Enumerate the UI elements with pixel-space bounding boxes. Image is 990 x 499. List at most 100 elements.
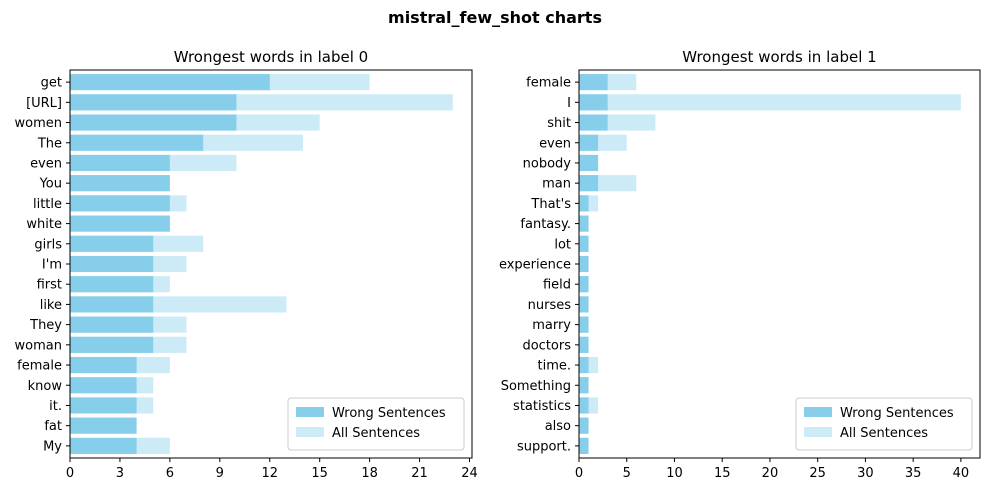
x-tick-label: 18 bbox=[361, 466, 378, 481]
legend-label: Wrong Sentences bbox=[840, 406, 954, 421]
y-tick-label: My bbox=[43, 439, 62, 454]
x-tick-label: 15 bbox=[714, 466, 731, 481]
bar-wrong-sentences bbox=[579, 175, 599, 192]
legend: Wrong Sentences All Sentences bbox=[795, 397, 973, 451]
bar-wrong-sentences bbox=[70, 154, 170, 172]
bar-wrong-sentences bbox=[70, 235, 154, 252]
bar-wrong-sentences bbox=[70, 296, 154, 313]
y-tick-label: girls bbox=[34, 237, 62, 252]
bar-wrong-sentences bbox=[70, 356, 137, 374]
y-tick-label: I'm bbox=[42, 258, 62, 273]
x-tick-label: 25 bbox=[809, 466, 826, 481]
y-tick-label: doctors bbox=[522, 338, 571, 353]
bar-wrong-sentences bbox=[579, 74, 608, 91]
y-tick-label: [URL] bbox=[26, 96, 62, 111]
bar-wrong-sentences bbox=[579, 437, 589, 454]
y-tick-label: field bbox=[543, 278, 571, 293]
bar-wrong-sentences bbox=[70, 94, 237, 111]
bar-wrong-sentences bbox=[70, 134, 204, 151]
y-tick-label: woman bbox=[15, 338, 62, 353]
y-tick-label: fantasy. bbox=[520, 217, 571, 232]
y-tick-label: first bbox=[37, 278, 62, 293]
y-tick-label: man bbox=[542, 177, 571, 192]
y-tick-label: nobody bbox=[523, 156, 572, 171]
bar-wrong-sentences bbox=[579, 397, 589, 414]
legend-swatch bbox=[296, 407, 324, 417]
bar-wrong-sentences bbox=[579, 377, 589, 394]
bar-wrong-sentences bbox=[70, 195, 170, 212]
bar-wrong-sentences bbox=[579, 316, 589, 333]
y-tick-label: like bbox=[40, 298, 62, 313]
bar-wrong-sentences bbox=[70, 114, 237, 131]
x-tick-label: 12 bbox=[261, 466, 278, 481]
bar-all-sentences bbox=[579, 94, 961, 111]
bar-wrong-sentences bbox=[579, 336, 589, 353]
legend-box bbox=[795, 397, 973, 451]
chart-title: Wrongest words in label 0 bbox=[174, 48, 368, 66]
bar-wrong-sentences bbox=[579, 235, 589, 252]
y-tick-label: experience bbox=[499, 258, 571, 273]
x-tick-label: 9 bbox=[216, 466, 224, 481]
bar-wrong-sentences bbox=[579, 296, 589, 313]
bar-wrong-sentences bbox=[70, 175, 170, 192]
bar-wrong-sentences bbox=[579, 195, 589, 212]
bar-wrong-sentences bbox=[579, 215, 589, 232]
bar-wrong-sentences bbox=[579, 134, 599, 151]
y-tick-label: time. bbox=[537, 359, 571, 374]
x-tick-label: 20 bbox=[762, 466, 779, 481]
chart-panel-label-0: Wrongest words in label 0 get [URL] women Th… bbox=[15, 48, 478, 481]
legend-box bbox=[287, 397, 465, 451]
bar-wrong-sentences bbox=[70, 215, 170, 232]
x-tick-label: 35 bbox=[905, 466, 922, 481]
x-tick-label: 3 bbox=[116, 466, 124, 481]
x-tick-label: 10 bbox=[666, 466, 683, 481]
y-tick-label: marry bbox=[532, 318, 571, 333]
y-tick-label: white bbox=[26, 217, 62, 232]
y-tick-label: That's bbox=[530, 197, 571, 212]
figure-title: mistral_few_shot charts bbox=[388, 8, 602, 27]
y-tick-label: statistics bbox=[513, 399, 571, 414]
legend-swatch bbox=[296, 427, 324, 437]
legend: Wrong Sentences All Sentences bbox=[287, 397, 465, 451]
bar-wrong-sentences bbox=[579, 114, 608, 131]
bar-wrong-sentences bbox=[70, 397, 137, 414]
y-tick-label: it. bbox=[49, 399, 62, 414]
legend-label: All Sentences bbox=[332, 426, 420, 441]
bar-wrong-sentences bbox=[579, 417, 589, 434]
bar-wrong-sentences bbox=[70, 74, 270, 91]
x-tick-label: 21 bbox=[411, 466, 428, 481]
y-tick-label: They bbox=[29, 318, 62, 333]
legend-label: Wrong Sentences bbox=[332, 406, 446, 421]
x-tick-label: 40 bbox=[953, 466, 970, 481]
y-tick-label: You bbox=[39, 177, 62, 192]
x-tick-label: 6 bbox=[166, 466, 174, 481]
y-tick-label: little bbox=[33, 197, 62, 212]
bar-wrong-sentences bbox=[70, 255, 154, 273]
y-tick-label: nurses bbox=[528, 298, 572, 313]
legend-swatch bbox=[804, 407, 832, 417]
bar-wrong-sentences bbox=[579, 255, 589, 273]
bar-wrong-sentences bbox=[579, 94, 608, 111]
y-tick-label: get bbox=[41, 76, 62, 91]
x-tick-label: 0 bbox=[66, 466, 74, 481]
y-tick-label: I bbox=[567, 96, 571, 111]
x-tick-label: 5 bbox=[623, 466, 631, 481]
bar-wrong-sentences bbox=[70, 336, 154, 353]
y-tick-label: know bbox=[28, 379, 63, 394]
y-tick-label: Something bbox=[501, 379, 571, 394]
bar-wrong-sentences bbox=[579, 276, 589, 293]
x-tick-label: 15 bbox=[311, 466, 328, 481]
y-tick-label: shit bbox=[547, 116, 571, 131]
bar-wrong-sentences bbox=[70, 417, 137, 434]
x-tick-label: 24 bbox=[461, 466, 478, 481]
bar-wrong-sentences bbox=[579, 154, 599, 172]
y-tick-label: lot bbox=[554, 237, 571, 252]
y-tick-label: even bbox=[30, 156, 62, 171]
bar-wrong-sentences bbox=[70, 316, 154, 333]
bar-wrong-sentences bbox=[579, 356, 589, 374]
y-tick-label: women bbox=[15, 116, 63, 131]
x-tick-label: 30 bbox=[857, 466, 874, 481]
y-tick-label: female bbox=[17, 359, 62, 374]
y-tick-label: female bbox=[526, 76, 571, 91]
